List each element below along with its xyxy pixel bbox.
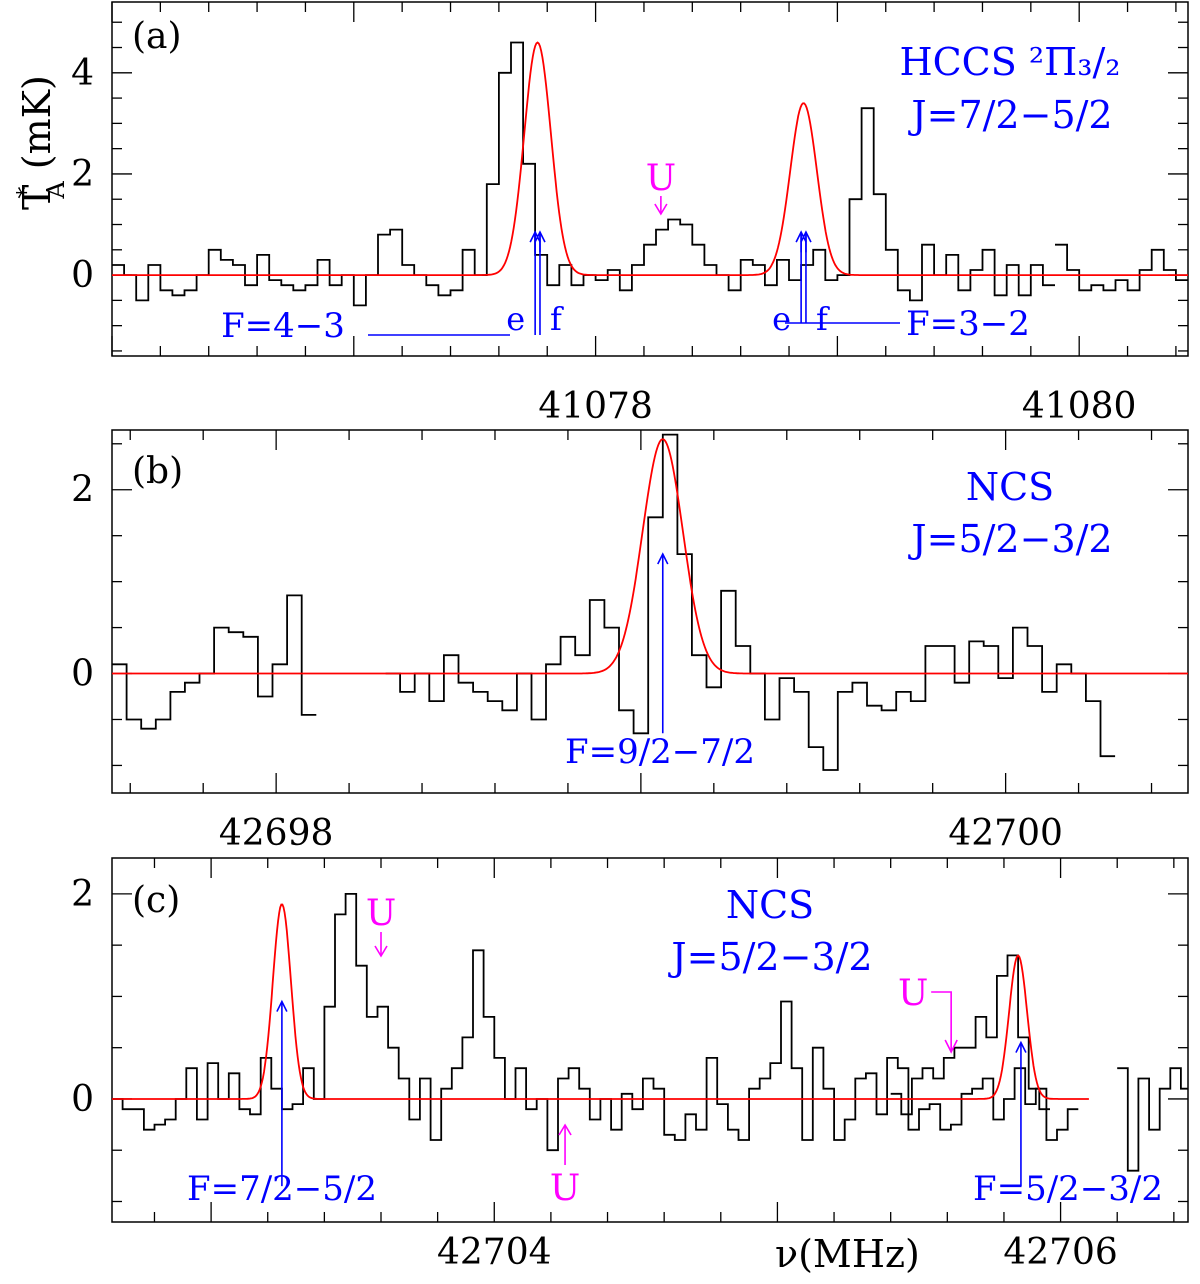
panel-label: (a) xyxy=(132,16,182,57)
y-tick-label: 2 xyxy=(71,154,94,195)
arrow-head xyxy=(276,999,288,1012)
spectrum-series xyxy=(112,893,1079,1152)
spectrum-series xyxy=(890,954,1050,1116)
unidentified-label: U xyxy=(646,158,676,199)
x-tick-label: 42698 xyxy=(219,813,334,854)
parity-label-f: f xyxy=(816,300,830,338)
arrow-head xyxy=(558,1123,572,1136)
panel-a: 41078 41080 0 2 4 (a) HCCS ²Π₃/₂ J=7/2−5/2 F=4−3… xyxy=(71,1,1189,427)
panel-b: 42698 42700 0 2 (b) NCS J=5/2−3/2 F=9/2−7/2 xyxy=(71,429,1189,854)
y-tick-label: 0 xyxy=(71,255,94,296)
plot-area xyxy=(112,41,1188,307)
panel-label: (b) xyxy=(132,451,183,492)
fit-curve xyxy=(112,41,1188,276)
y-tick-label: 2 xyxy=(71,874,94,915)
y-tick-label: 0 xyxy=(71,654,94,695)
plot-area xyxy=(112,893,1188,1172)
panel-label: (c) xyxy=(132,880,180,921)
spectrum-series xyxy=(112,594,317,730)
panel-title-line: J=5/2−3/2 xyxy=(667,935,872,979)
plot-frame xyxy=(111,1,1189,357)
fit-curve xyxy=(112,438,1188,675)
spectrum-series xyxy=(1055,243,1188,292)
arrow-head xyxy=(1015,1040,1027,1053)
x-tick-label: 42704 xyxy=(437,1232,552,1273)
y-tick-label: 0 xyxy=(71,1079,94,1120)
transition-label: F=4−3 xyxy=(221,306,345,346)
unidentified-label: U xyxy=(550,1168,580,1209)
transition-label: F=9/2−7/2 xyxy=(565,732,755,772)
parity-label-e: e xyxy=(772,300,791,338)
arrow-head xyxy=(654,203,668,216)
arrow-head xyxy=(944,1039,958,1054)
fit-curve xyxy=(112,903,1089,1100)
panel-title-line: J=5/2−3/2 xyxy=(907,517,1112,561)
arrow-head xyxy=(657,552,669,565)
y-tick-label: 2 xyxy=(71,470,94,511)
parity-label-f: f xyxy=(550,300,564,338)
plot-frame xyxy=(111,857,1189,1223)
plot-area xyxy=(112,433,1188,771)
x-tick-label: 42706 xyxy=(1003,1232,1118,1273)
x-tick-label: 41078 xyxy=(538,386,653,427)
panel-c: 42704 42706 0 2 (c) NCS J=5/2−3/2 F=7/2−5/2 F=5/… xyxy=(71,857,1189,1273)
spectrum-series xyxy=(385,433,1116,771)
panel-title-line: HCCS ²Π₃/₂ xyxy=(899,40,1120,84)
arrow-head xyxy=(374,945,388,958)
x-tick-label: 42700 xyxy=(948,813,1063,854)
unidentified-label: U xyxy=(898,973,928,1014)
y-tick-label: 4 xyxy=(71,53,94,94)
x-axis-label: ν(MHz) xyxy=(775,1232,920,1276)
spectrum-series xyxy=(1117,1067,1188,1172)
x-tick-label: 41080 xyxy=(1022,386,1137,427)
panel-title-line: NCS xyxy=(726,883,814,927)
y-axis-label: T*A (mK) xyxy=(12,75,70,210)
panel-title-line: J=7/2−5/2 xyxy=(907,93,1112,137)
transition-label: F=3−2 xyxy=(906,304,1030,344)
unidentified-arrow xyxy=(931,991,952,1050)
parity-label-e: e xyxy=(506,300,525,338)
transition-label: F=7/2−5/2 xyxy=(187,1169,377,1209)
unidentified-label: U xyxy=(366,893,396,934)
panel-title-line: NCS xyxy=(966,465,1054,509)
transition-label: F=5/2−3/2 xyxy=(973,1169,1163,1209)
plot-frame xyxy=(111,429,1189,794)
